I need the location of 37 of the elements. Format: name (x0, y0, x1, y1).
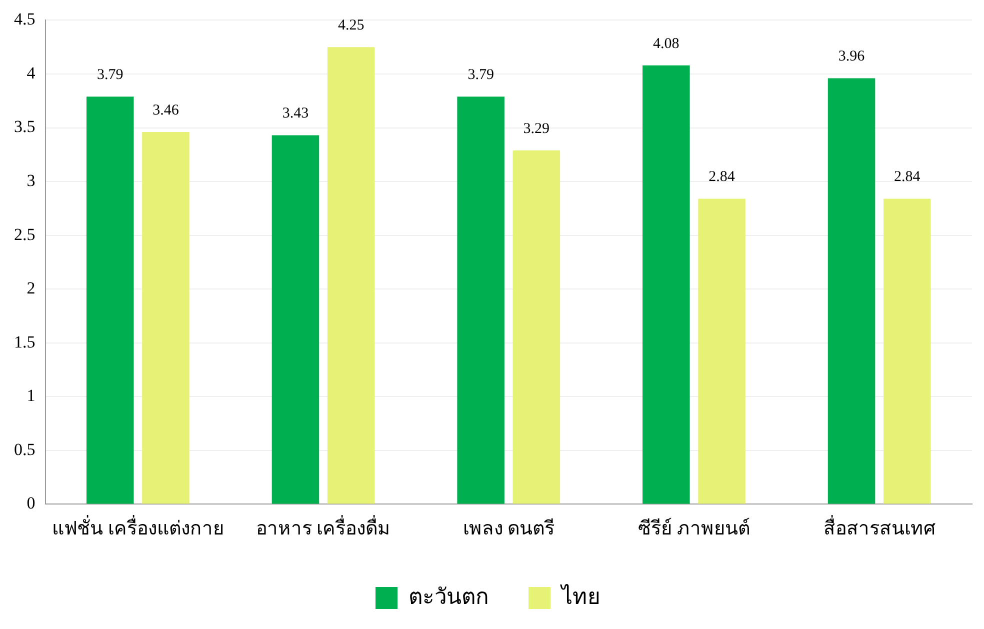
x-tick-label: อาหาร เครื่องดื่ม (256, 514, 391, 540)
bar (272, 135, 320, 504)
y-tick-label: 2 (26, 278, 36, 298)
y-tick-label: 4.5 (14, 10, 36, 29)
data-label: 4.08 (653, 36, 680, 52)
x-tick-label: สื่อสารสนเทศ (823, 514, 936, 540)
x-tick-label: แฟชั่น เครื่องแต่งกาย (52, 514, 224, 540)
data-label: 2.84 (708, 169, 736, 186)
bar (327, 47, 375, 504)
y-tick-label: 4 (26, 63, 36, 82)
data-label: 4.25 (338, 18, 364, 34)
bar (512, 150, 560, 504)
data-label: 3.79 (96, 67, 124, 83)
y-tick-label: 1 (26, 386, 36, 406)
legend-label: ตะวันตก (408, 584, 488, 609)
x-tick-label: ซีรีย์ ภาพยนต์ (638, 518, 750, 540)
data-label: 2.84 (894, 169, 921, 186)
bar (698, 198, 746, 504)
x-tick-label: เพลง ดนตรี (462, 518, 554, 540)
bar (883, 198, 931, 504)
y-tick-label: 0 (26, 494, 36, 513)
data-label: 3.29 (523, 120, 550, 137)
y-tick-label: 2.5 (14, 224, 36, 244)
bar (828, 78, 876, 504)
data-label: 3.96 (838, 48, 866, 65)
data-label: 3.43 (282, 106, 309, 122)
bar (86, 96, 134, 504)
y-tick-label: 1.5 (14, 332, 36, 352)
data-label: 3.79 (468, 67, 494, 83)
y-tick-label: 3 (26, 171, 36, 190)
data-label: 3.46 (152, 102, 180, 118)
y-tick-label: 0.5 (14, 440, 36, 459)
y-tick-label: 3.5 (14, 117, 36, 136)
bar (457, 96, 504, 504)
bar (142, 132, 190, 504)
legend-label: ไทย (560, 584, 600, 609)
bar (642, 65, 690, 504)
